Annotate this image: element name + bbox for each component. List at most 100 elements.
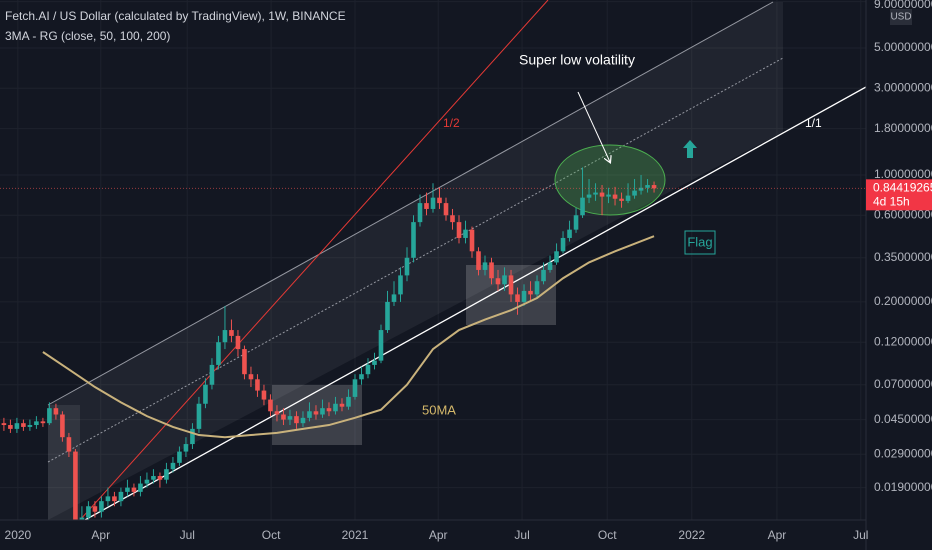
candle-body xyxy=(495,278,501,285)
candle-body xyxy=(313,411,319,415)
candle-body xyxy=(554,251,559,263)
indicator-label: 3MA - RG (close, 50, 100, 200) xyxy=(5,29,170,43)
candle-body xyxy=(437,197,442,204)
candle-body xyxy=(560,237,566,252)
candle-body xyxy=(86,506,91,518)
candle-body xyxy=(411,222,416,258)
candle-body xyxy=(424,203,429,209)
candle-body xyxy=(294,416,299,424)
candle-body xyxy=(541,269,546,282)
candle-body xyxy=(203,384,208,404)
candle-body xyxy=(489,262,494,279)
x-tick-label: Oct xyxy=(598,528,617,542)
candle-body xyxy=(417,203,423,223)
candle-body xyxy=(502,275,507,285)
annotation: 50MA xyxy=(422,402,456,417)
channel-top xyxy=(47,1,774,406)
x-tick-label: Apr xyxy=(429,528,448,542)
candle-body xyxy=(333,403,338,412)
x-tick-label: 2022 xyxy=(678,528,705,542)
candle-body xyxy=(567,229,572,238)
candle-body xyxy=(274,411,280,415)
annotation: 1/2 xyxy=(443,116,460,130)
candle-body xyxy=(378,330,384,361)
currency-box xyxy=(890,9,912,25)
candle-body xyxy=(27,425,33,427)
grid xyxy=(0,0,866,520)
candle-body xyxy=(346,396,351,407)
candle-body xyxy=(235,335,241,350)
candle-body xyxy=(138,483,143,492)
up-arrow xyxy=(683,140,697,158)
x-tick-label: Apr xyxy=(91,528,110,542)
candle-body xyxy=(638,187,644,191)
candle-body xyxy=(515,294,520,302)
candle-body xyxy=(73,451,78,520)
candle-body xyxy=(99,501,104,512)
candle-body xyxy=(307,411,312,418)
y-tick-label: 0.04500000 xyxy=(874,412,932,426)
candle-body xyxy=(79,517,85,520)
y-tick-label: 0.20000000 xyxy=(874,294,932,308)
candle-body xyxy=(216,342,221,365)
fan-one xyxy=(84,86,866,520)
candle-body xyxy=(151,476,156,480)
y-tick-label: 3.00000000 xyxy=(874,80,932,94)
y-tick-label: 5.00000000 xyxy=(874,40,932,54)
y-tick-label: 9.00000000 xyxy=(874,0,932,11)
candle-body xyxy=(131,487,137,492)
range-box xyxy=(272,385,362,445)
annotation: 1/1 xyxy=(805,116,822,130)
candle-body xyxy=(456,222,462,238)
candle-body xyxy=(170,462,176,470)
candle-body xyxy=(112,496,117,502)
y-tick-label: 0.12000000 xyxy=(874,334,932,348)
candle-body xyxy=(60,414,65,438)
candle-body xyxy=(385,301,390,331)
x-tick-label: Jul xyxy=(180,528,195,542)
candle-body xyxy=(268,399,273,412)
y-tick-label: 0.60000000 xyxy=(874,207,932,221)
candle-body xyxy=(229,330,234,336)
x-tick-label: Jul xyxy=(514,528,529,542)
candle-body xyxy=(320,408,325,415)
candle-body xyxy=(430,197,436,209)
y-tick-label: 1.00000000 xyxy=(874,167,932,181)
candle-body xyxy=(287,416,293,420)
last-price-box xyxy=(866,179,932,211)
candle-body xyxy=(521,290,527,302)
candle-body xyxy=(463,229,468,238)
candle-body xyxy=(651,185,657,189)
candle-body xyxy=(222,330,228,343)
candle-body xyxy=(281,414,286,420)
candle-body xyxy=(398,275,403,295)
last-price: 0.84419265 xyxy=(873,181,932,195)
candle-body xyxy=(118,491,124,502)
candle-body xyxy=(625,195,631,201)
candle-body xyxy=(1,423,7,426)
flag-box xyxy=(684,230,716,255)
candle-body xyxy=(261,390,267,400)
candle-body xyxy=(40,421,46,424)
candle-body xyxy=(196,403,202,429)
x-tick-label: Oct xyxy=(262,528,281,542)
candle-body xyxy=(632,190,637,196)
candle-body xyxy=(157,476,163,480)
candle-body xyxy=(66,437,72,452)
x-tick-label: 2020 xyxy=(5,528,32,542)
candle-body xyxy=(177,451,182,463)
candle-body xyxy=(612,194,618,199)
candle-body xyxy=(443,203,449,216)
ma-line xyxy=(42,235,655,439)
candle-body xyxy=(242,349,247,375)
x-tick-label: 2021 xyxy=(342,528,369,542)
candle-body xyxy=(300,417,306,424)
candle-body xyxy=(339,403,345,407)
annotation: Flag xyxy=(687,234,712,249)
candle-body xyxy=(528,290,533,295)
countdown: 4d 15h xyxy=(873,195,910,209)
annotation: Super low volatility xyxy=(519,52,635,68)
candle-body xyxy=(365,364,371,375)
